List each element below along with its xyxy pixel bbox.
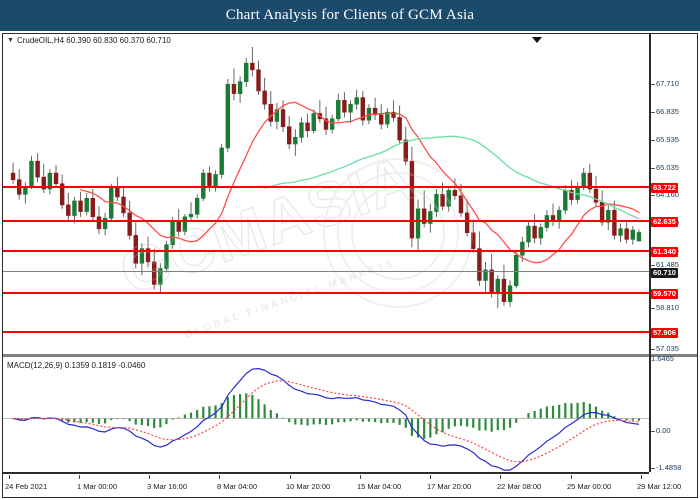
time-label-8: 25 Mar 00:00 bbox=[567, 482, 612, 491]
price-tag-63722[interactable]: 63.722 bbox=[651, 183, 678, 193]
price-tag-57906[interactable]: 57.906 bbox=[651, 328, 678, 338]
time-label-4: 10 Mar 20:00 bbox=[286, 482, 331, 491]
price-line-60710[interactable] bbox=[3, 271, 649, 273]
time-label-5: 15 Mar 04:00 bbox=[357, 482, 402, 491]
time-label-0: 24 Feb 2021 bbox=[5, 482, 48, 491]
level-line-63722[interactable] bbox=[3, 186, 649, 188]
price-tick-8: 58.810 bbox=[651, 303, 679, 312]
price-tag-59570[interactable]: 59.570 bbox=[651, 289, 678, 299]
price-axis[interactable]: 67.710 66.835 65.935 65.035 64.160 63.26… bbox=[651, 34, 697, 472]
time-label-3: 8 Mar 04:00 bbox=[217, 482, 258, 491]
price-tick-9: 57.035 bbox=[651, 344, 679, 353]
collapse-caret-icon[interactable]: ▼ bbox=[7, 37, 14, 44]
time-label-2: 3 Mar 16:00 bbox=[147, 482, 188, 491]
price-tag-62635[interactable]: 62.635 bbox=[651, 217, 678, 227]
level-line-62635[interactable] bbox=[3, 220, 649, 222]
price-axis-rule bbox=[649, 34, 651, 472]
price-tag-60710[interactable]: 60.710 bbox=[651, 268, 678, 278]
level-line-59570[interactable] bbox=[3, 292, 649, 294]
macd-legend: MACD(12,26,9) 0.1359 0.1819 -0.0460 bbox=[7, 361, 146, 370]
panel-separator bbox=[3, 354, 697, 357]
price-tick-1: 66.835 bbox=[651, 107, 679, 116]
macd-tick-bottom: -1.4858 bbox=[651, 463, 681, 472]
price-tick-4: 64.160 bbox=[651, 190, 679, 199]
macd-tick-zero: 0.00 bbox=[651, 426, 671, 435]
symbol-legend: ▼ CrudeOIL,H4 60.390 60.830 60.370 60.71… bbox=[7, 36, 171, 45]
price-tick-0: 67.710 bbox=[651, 79, 679, 88]
symbol-legend-text: CrudeOIL,H4 60.390 60.830 60.370 60.710 bbox=[16, 36, 171, 45]
time-label-1: 1 Mar 00:00 bbox=[77, 482, 118, 491]
level-line-57906[interactable] bbox=[3, 331, 649, 333]
price-tag-61340[interactable]: 61.340 bbox=[651, 247, 678, 257]
time-label-9: 29 Mar 12:00 bbox=[637, 482, 682, 491]
time-axis-rule bbox=[3, 472, 649, 474]
candlestick-series bbox=[10, 46, 642, 309]
time-label-7: 22 Mar 08:00 bbox=[497, 482, 542, 491]
time-axis[interactable]: 24 Feb 2021 1 Mar 00:00 3 Mar 16:00 8 Ma… bbox=[3, 475, 681, 497]
price-chart-panel[interactable]: GCMASIA GLOBAL FINANCIAL MARKETS ▼ Crude… bbox=[3, 34, 697, 352]
macd-series bbox=[3, 368, 649, 471]
chart-top-marker-icon bbox=[532, 37, 542, 43]
price-tick-7: 61.485 bbox=[651, 260, 679, 269]
level-line-61340[interactable] bbox=[3, 250, 649, 252]
price-tick-3: 65.035 bbox=[651, 163, 679, 172]
macd-tick-top: 1.6465 bbox=[651, 354, 674, 363]
price-tick-2: 65.935 bbox=[651, 135, 679, 144]
time-label-6: 17 Mar 20:00 bbox=[427, 482, 472, 491]
page-title: Chart Analysis for Clients of GCM Asia bbox=[225, 7, 475, 23]
chart-frame: GCMASIA GLOBAL FINANCIAL MARKETS ▼ Crude… bbox=[2, 33, 698, 498]
title-bar: Chart Analysis for Clients of GCM Asia bbox=[0, 0, 700, 31]
macd-panel[interactable]: MACD(12,26,9) 0.1359 0.1819 -0.0460 bbox=[3, 359, 697, 472]
